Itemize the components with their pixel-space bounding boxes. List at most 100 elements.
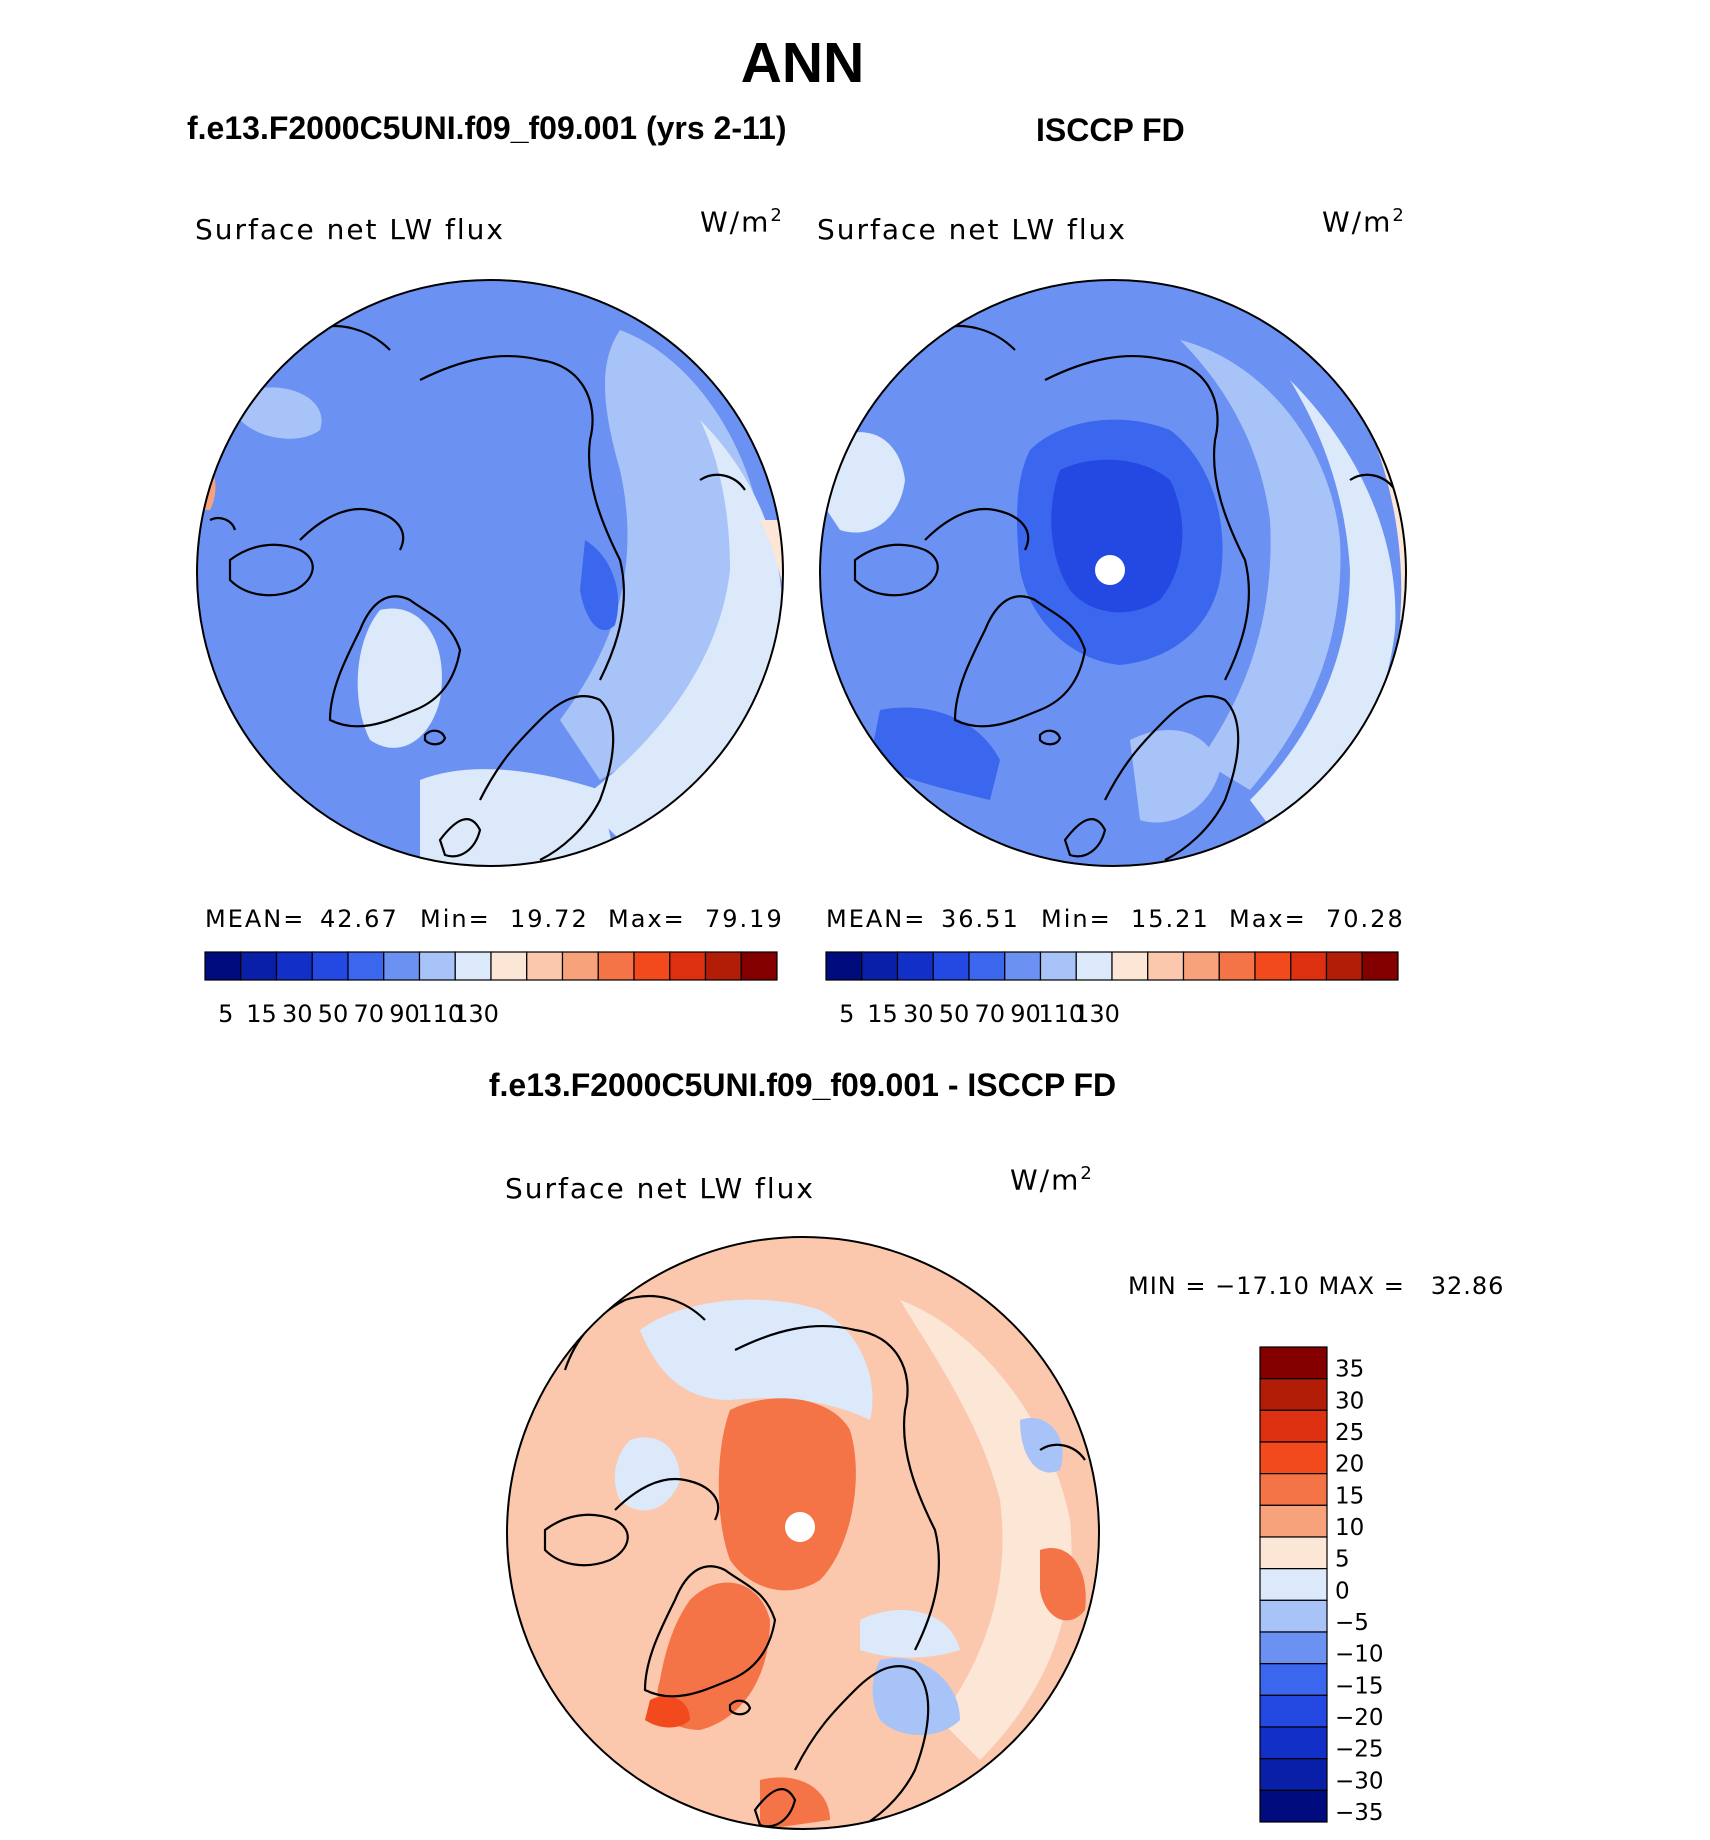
diff-colorbar-tick-label: 35	[1335, 1357, 1364, 1383]
obs-colorbar-tick-label: 90	[1010, 1000, 1041, 1028]
model-field-region	[240, 387, 322, 439]
obs-missing-data-pole	[1095, 555, 1125, 585]
model-colorbar-box	[561, 951, 599, 981]
model-field-region	[357, 608, 442, 748]
model-colorbar-box	[383, 951, 421, 981]
diff-colorbar-tick-label: −15	[1335, 1673, 1384, 1699]
model-colorbar-tick-label: 15	[246, 1000, 277, 1028]
model-max-value: 79.19	[705, 905, 784, 933]
model-colorbar-box	[740, 951, 778, 981]
obs-field-region	[1130, 730, 1220, 823]
model-mean-value: 42.67	[320, 905, 399, 933]
obs-colorbar-box	[1111, 951, 1149, 981]
model-variable-label: Surface net LW flux	[195, 213, 505, 246]
model-colorbar-tick-label: 130	[453, 1000, 499, 1028]
obs-colorbar-tick-label: 5	[839, 1000, 854, 1028]
model-mean-label: MEAN=	[205, 905, 306, 933]
diff-field-region	[900, 1300, 1072, 1760]
model-max-label: Max=	[608, 905, 686, 933]
obs-map-border	[819, 279, 1407, 867]
obs-variable-label: Surface net LW flux	[817, 213, 1127, 246]
diff-polar-map	[507, 1237, 1099, 1829]
diff-coastlines	[543, 1295, 1086, 1829]
diff-colorbar-tick-label: −20	[1335, 1705, 1384, 1731]
diff-colorbar-tick-label: 5	[1335, 1547, 1350, 1573]
diff-colorbar-box	[1259, 1504, 1328, 1538]
model-colorbar-box	[418, 951, 456, 981]
main-title: ANN	[740, 31, 865, 95]
diff-colorbar-tick-label: 25	[1335, 1420, 1364, 1446]
obs-colorbar-box	[932, 951, 970, 981]
obs-colorbar-box	[1075, 951, 1113, 981]
diff-colorbar-tick-label: 30	[1335, 1388, 1364, 1414]
diff-colorbar-box	[1259, 1599, 1328, 1633]
obs-min-value: 15.21	[1131, 905, 1210, 933]
diff-field-region	[1040, 1548, 1086, 1621]
diff-colorbar-tick-label: −10	[1335, 1642, 1384, 1668]
diff-colorbar: 35 30 25 20 15 10 5 0 −5 −10 −15 −20 −25 −30 −35	[1259, 1346, 1384, 1826]
model-min-value: 19.72	[510, 905, 589, 933]
diff-field-region	[872, 1658, 960, 1735]
model-colorbar-box	[704, 951, 742, 981]
obs-colorbar-box	[896, 951, 934, 981]
model-colorbar-box	[490, 951, 528, 981]
model-field-region	[420, 769, 620, 866]
model-colorbar-box	[633, 951, 671, 981]
model-colorbar-box	[454, 951, 492, 981]
diff-colorbar-tick-label: 0	[1335, 1578, 1350, 1604]
diff-map-border	[506, 1236, 1100, 1830]
obs-colorbar-box	[1254, 951, 1292, 981]
model-field-region	[580, 420, 782, 840]
model-map-border	[196, 279, 784, 867]
model-panel-title: f.e13.F2000C5UNI.f09_f09.001 (yrs 2-11)	[187, 110, 787, 146]
diff-colorbar-box	[1259, 1409, 1328, 1443]
model-coastlines	[209, 325, 746, 861]
model-units-label: W/m2	[700, 205, 784, 239]
obs-units-label: W/m2	[1322, 205, 1406, 239]
diff-colorbar-box	[1259, 1631, 1328, 1665]
obs-colorbar-box	[968, 951, 1006, 981]
model-colorbar-box	[526, 951, 564, 981]
obs-colorbar-box	[1290, 951, 1328, 981]
diff-colorbar-box	[1259, 1568, 1328, 1601]
model-colorbar-tick-label: 30	[282, 1000, 313, 1028]
obs-colorbar-box	[825, 951, 863, 981]
model-colorbar-tick-label: 110	[417, 1000, 463, 1028]
model-colorbar-tick-label: 5	[218, 1000, 233, 1028]
diff-colorbar-box	[1259, 1789, 1328, 1823]
model-field-region	[580, 540, 619, 631]
diff-minmax-label: MIN = −17.10 MAX = 32.86	[1128, 1272, 1505, 1300]
model-colorbar-tick-label: 50	[318, 1000, 349, 1028]
obs-colorbar-tick-label: 130	[1074, 1000, 1120, 1028]
model-colorbar-box	[240, 951, 278, 981]
diff-variable-label: Surface net LW flux	[505, 1172, 815, 1205]
obs-mean-value: 36.51	[941, 905, 1020, 933]
obs-colorbar-box	[1039, 951, 1077, 981]
obs-colorbar-box	[1361, 951, 1399, 981]
diff-colorbar-box	[1259, 1473, 1328, 1506]
obs-colorbar-box	[1218, 951, 1256, 981]
model-colorbar-box	[597, 951, 635, 981]
model-colorbar-box	[669, 951, 707, 981]
diff-colorbar-box	[1259, 1441, 1328, 1475]
obs-colorbar-tick-label: 30	[903, 1000, 934, 1028]
diff-field-region	[645, 1696, 690, 1728]
model-colorbar-box	[275, 951, 313, 981]
obs-field-region	[870, 707, 1000, 800]
obs-min-label: Min=	[1041, 905, 1112, 933]
diff-units-label: W/m2	[1010, 1163, 1094, 1197]
diff-colorbar-tick-label: 15	[1335, 1483, 1364, 1509]
diff-field-region	[614, 1437, 680, 1511]
obs-colorbar-box	[861, 951, 899, 981]
obs-colorbar-box	[1147, 951, 1185, 981]
model-colorbar-box	[204, 951, 242, 981]
diff-field-region	[657, 1582, 770, 1730]
obs-field-region	[1180, 340, 1341, 790]
diff-colorbar-tick-label: 20	[1335, 1452, 1364, 1478]
obs-max-value: 70.28	[1326, 905, 1405, 933]
diff-colorbar-tick-label: −5	[1335, 1610, 1369, 1636]
obs-colorbar-box	[1182, 951, 1220, 981]
model-colorbar-tick-label: 90	[389, 1000, 420, 1028]
